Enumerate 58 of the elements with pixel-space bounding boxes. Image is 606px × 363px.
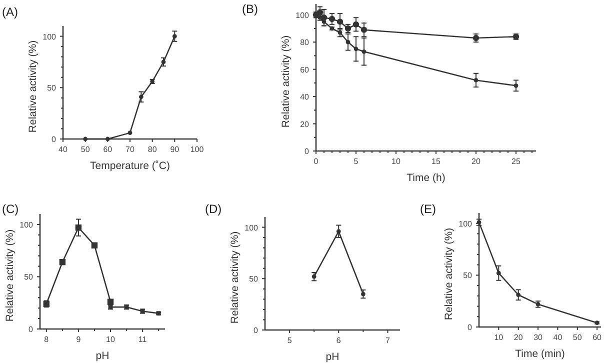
y-axis-title: Relative activity (%) — [280, 35, 292, 128]
y-tick-label: 100 — [42, 32, 57, 42]
x-tick-label: 6 — [336, 336, 342, 345]
x-tick-label: 15 — [432, 157, 441, 166]
y-tick-label: 60 — [300, 65, 310, 74]
x-tick-label: 5 — [354, 157, 359, 166]
y-tick-label: 20 — [300, 120, 310, 129]
x-axis-title: Time (min) — [515, 348, 565, 360]
x-axis-title: Time (h) — [406, 172, 446, 184]
y-tick-label: 80 — [300, 38, 310, 48]
y-tick-label: 40 — [300, 92, 310, 102]
y-tick-label: 0 — [28, 325, 34, 334]
x-tick-label: 25 — [512, 157, 521, 166]
y-tick-label: 100 — [20, 220, 34, 230]
y-axis-title: Relative activity (%) — [27, 40, 39, 133]
x-tick-label: 10 — [392, 157, 401, 166]
x-tick-label: 60 — [592, 333, 602, 342]
x-tick-label: 8 — [44, 335, 50, 344]
y-tick-label: 100 — [244, 223, 259, 232]
x-tick-label: 70 — [126, 145, 135, 154]
y-axis-title: Relative activity (%) — [4, 229, 16, 322]
x-tick-label: 9 — [76, 335, 82, 344]
x-tick-label: 50 — [572, 333, 582, 342]
y-tick-label: 50 — [24, 272, 34, 282]
x-tick-label: 10 — [106, 335, 116, 344]
x-tick-label: 40 — [553, 333, 563, 342]
x-axis-title: pH — [326, 351, 340, 363]
x-tick-label: 30 — [534, 333, 544, 342]
x-axis-title: Temperature (˚C) — [90, 160, 170, 172]
chart-title: (C) — [2, 202, 19, 216]
chart-title: (B) — [242, 2, 258, 16]
y-axis-title: Relative activity (%) — [443, 228, 455, 320]
x-tick-label: 7 — [386, 336, 390, 345]
x-tick-label: 100 — [190, 145, 204, 154]
x-tick-label: 0 — [314, 157, 319, 166]
y-tick-label: 100 — [296, 10, 310, 20]
chart-title: (E) — [420, 202, 436, 216]
y-tick-label: 50 — [249, 274, 259, 284]
x-tick-label: 20 — [472, 157, 481, 166]
chart-title: (A) — [2, 5, 18, 19]
x-tick-label: 40 — [58, 145, 68, 154]
y-tick-label: 100 — [458, 219, 473, 228]
x-tick-label: 90 — [170, 145, 180, 154]
y-axis-title: Relative activity (%) — [229, 231, 241, 324]
chart-title: (D) — [205, 202, 222, 216]
y-tick-label: 0 — [254, 326, 259, 335]
x-tick-label: 80 — [148, 145, 158, 154]
x-tick-label: 60 — [103, 145, 113, 154]
x-tick-label: 50 — [80, 145, 90, 154]
x-tick-label: 10 — [494, 333, 504, 342]
y-tick-label: 0 — [468, 323, 473, 332]
x-tick-label: 5 — [287, 336, 292, 345]
y-tick-label: 50 — [47, 84, 57, 93]
x-tick-label: 20 — [514, 333, 524, 342]
x-axis-title: pH — [96, 350, 110, 362]
y-tick-label: 0 — [52, 135, 57, 144]
x-tick-label: 11 — [138, 335, 148, 344]
y-tick-label: 50 — [463, 271, 473, 280]
